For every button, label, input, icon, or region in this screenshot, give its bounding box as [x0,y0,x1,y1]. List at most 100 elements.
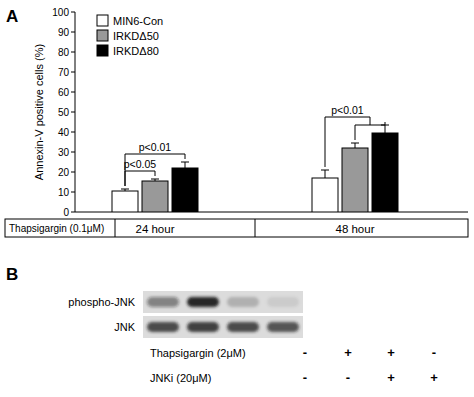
error-bar [381,125,389,133]
y-tick-label: 100 [52,7,69,18]
annotation: p<0.01 [139,141,172,153]
y-tick-label: 20 [58,167,70,178]
bracket-leg [125,154,126,186]
condition-sign: - [432,345,436,360]
row-divider [115,219,116,237]
y-tick-label: 70 [58,67,70,78]
bracket-leg [355,125,356,140]
error-stem [185,162,186,168]
x-tick-label: 48 hour [335,223,374,235]
legend-swatch [97,45,108,56]
error-cap [181,162,189,163]
y-tick-label: 50 [58,107,70,118]
annotation: p<0.05 [124,158,157,170]
blot-background [143,291,303,313]
bar [112,191,138,212]
legend-label: IRKDΔ50 [113,30,159,42]
condition-sign: + [387,370,395,385]
y-tick-label: 60 [58,87,70,98]
error-stem [385,125,386,133]
significance-bracket [325,117,385,167]
band [187,297,219,307]
y-tick [71,132,75,133]
bracket-leg [370,117,371,125]
y-tick-label: 30 [58,147,70,158]
row-divider [255,219,256,237]
error-cap [121,189,129,190]
y-tick [71,192,75,193]
condition-sign: + [344,345,352,360]
y-tick [71,212,75,213]
bracket-leg [155,171,156,176]
row-label: phospho-JNK [68,296,135,308]
error-bar [151,179,159,181]
bracket-leg [385,122,386,125]
band [227,322,259,332]
y-tick [71,172,75,173]
bracket-leg [325,117,326,167]
annotation: p<0.01 [331,104,364,116]
bar [372,133,398,212]
y-tick [71,32,75,33]
bracket-line [325,117,370,118]
band [267,297,299,307]
band [147,322,179,332]
condition-label: JNKi (20μM) [150,372,211,384]
band [187,322,219,332]
figure: A 0 10 20 30 40 50 60 70 80 90 100 Annexin-V positiv… [0,0,474,397]
legend-label: IRKDΔ80 [113,45,159,57]
error-bar [321,170,329,178]
error-cap [151,179,159,180]
legend-label: MIN6-Con [113,15,163,27]
error-bar [121,189,129,191]
y-tick [71,72,75,73]
bar [172,168,198,212]
error-bar [181,162,189,168]
y-tick [71,12,75,13]
condition-label: Thapsigargin (2μM) [150,347,246,359]
y-axis-label: Annexin-V positive cells (%) [33,44,45,180]
bracket-line [355,125,385,126]
bar [312,178,338,212]
x-tick-label: 24 hour [135,223,174,235]
legend-swatch [97,30,108,41]
legend: MIN6-Con IRKDΔ50 IRKDΔ80 [97,15,163,57]
row-frame [5,219,468,237]
band [267,322,299,332]
error-cap [321,170,329,171]
y-tick [71,92,75,93]
condition-sign: + [430,370,438,385]
band [227,297,259,307]
band [147,297,179,307]
bracket-line [125,171,155,172]
condition-sign: + [387,345,395,360]
y-tick [71,52,75,53]
bracket-leg [185,154,186,159]
error-stem [355,143,356,148]
bar [142,181,168,212]
significance-bracket [125,171,155,186]
bracket-line [125,154,185,155]
legend-swatch [97,15,108,26]
panel-label: B [6,265,18,284]
error-cap [351,143,359,144]
y-tick-label: 10 [58,187,70,198]
y-tick [71,112,75,113]
error-stem [325,170,326,178]
y-tick [71,152,75,153]
condition-sign: - [346,370,350,385]
bars [112,125,398,212]
x-axis-label: Thapsigargin (0.1μM) [9,223,104,234]
panel-label: A [6,7,18,26]
y-tick-label: 0 [63,207,69,218]
y-tick-label: 90 [58,27,70,38]
row-label: JNK [114,321,135,333]
error-bar [351,143,359,148]
treatment-row: Thapsigargin (0.1μM) 24 hour 48 hour [5,219,468,237]
significance-bracket [125,154,185,186]
bar [342,148,368,212]
condition-sign: - [303,370,307,385]
y-tick-label: 80 [58,47,70,58]
blot [143,291,303,338]
y-tick-label: 40 [58,127,70,138]
